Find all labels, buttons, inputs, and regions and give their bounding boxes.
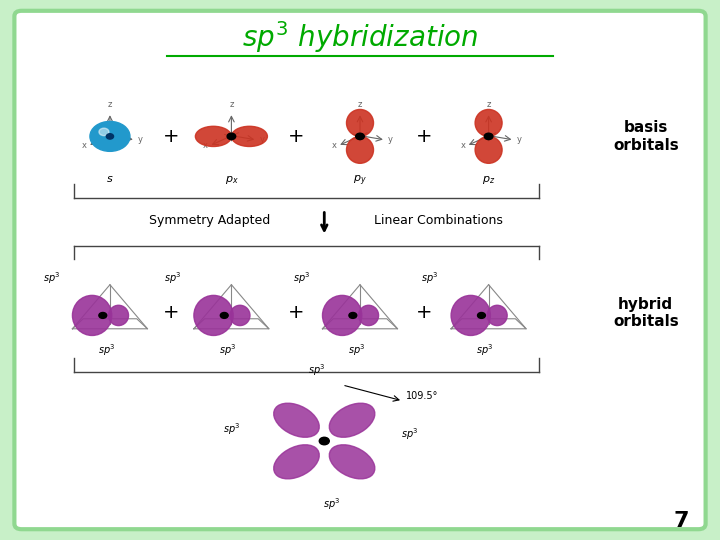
Text: +: +	[163, 127, 179, 146]
Text: z: z	[358, 100, 362, 109]
Circle shape	[477, 313, 485, 319]
Text: $sp^3$: $sp^3$	[98, 343, 115, 359]
Text: y: y	[388, 134, 393, 144]
Text: $p_y$: $p_y$	[353, 173, 367, 187]
Text: $sp^3$: $sp^3$	[222, 421, 240, 437]
Text: y: y	[138, 134, 143, 144]
Ellipse shape	[329, 403, 375, 437]
Ellipse shape	[451, 295, 490, 335]
Circle shape	[227, 133, 235, 140]
Text: basis
orbitals: basis orbitals	[613, 120, 679, 153]
Text: 7: 7	[674, 511, 689, 531]
Text: Linear Combinations: Linear Combinations	[374, 214, 503, 227]
Text: +: +	[416, 127, 433, 146]
Circle shape	[107, 134, 114, 139]
Ellipse shape	[329, 445, 375, 479]
Text: $sp^3$: $sp^3$	[42, 270, 60, 286]
Ellipse shape	[487, 305, 507, 326]
Text: $p_z$: $p_z$	[482, 174, 495, 186]
Text: y: y	[259, 134, 264, 144]
Ellipse shape	[359, 305, 379, 326]
Text: $sp^3$: $sp^3$	[164, 270, 181, 286]
Text: $p_x$: $p_x$	[225, 174, 238, 186]
Ellipse shape	[323, 295, 361, 335]
Text: $sp^3$: $sp^3$	[308, 362, 326, 378]
Text: $sp^3$: $sp^3$	[219, 343, 237, 359]
Circle shape	[99, 128, 109, 136]
Text: +: +	[287, 127, 304, 146]
Circle shape	[90, 122, 130, 151]
Circle shape	[220, 313, 228, 319]
Text: x: x	[82, 141, 86, 151]
Text: $sp^3$: $sp^3$	[323, 496, 340, 512]
Circle shape	[99, 313, 107, 319]
Ellipse shape	[109, 305, 128, 326]
Ellipse shape	[346, 137, 374, 163]
Text: x: x	[203, 141, 208, 151]
Ellipse shape	[231, 126, 267, 146]
Text: x: x	[460, 141, 465, 151]
Text: hybrid
orbitals: hybrid orbitals	[613, 296, 679, 329]
Text: $s$: $s$	[106, 174, 114, 184]
Text: 109.5°: 109.5°	[406, 392, 438, 401]
Text: +: +	[287, 303, 304, 322]
Ellipse shape	[475, 137, 502, 163]
Ellipse shape	[274, 445, 319, 479]
Ellipse shape	[73, 295, 112, 335]
Text: $sp^3$: $sp^3$	[476, 343, 494, 359]
Text: $sp^3$: $sp^3$	[348, 343, 365, 359]
Text: z: z	[108, 100, 112, 109]
Circle shape	[349, 313, 357, 319]
Circle shape	[319, 437, 329, 445]
Text: $sp^3$: $sp^3$	[292, 270, 310, 286]
Text: Symmetry Adapted: Symmetry Adapted	[149, 214, 271, 227]
Ellipse shape	[195, 126, 231, 146]
Text: +: +	[163, 303, 179, 322]
Text: z: z	[487, 100, 491, 109]
Text: y: y	[517, 134, 522, 144]
Circle shape	[356, 133, 364, 140]
Ellipse shape	[194, 295, 233, 335]
Text: $sp^3$: $sp^3$	[421, 270, 438, 286]
Ellipse shape	[475, 110, 502, 137]
Text: $sp^3$: $sp^3$	[401, 427, 419, 442]
Text: z: z	[229, 100, 233, 109]
Text: +: +	[416, 303, 433, 322]
Ellipse shape	[346, 110, 374, 137]
Ellipse shape	[274, 403, 319, 437]
Text: $\it{sp}^3\ hybridization$: $\it{sp}^3\ hybridization$	[242, 19, 478, 56]
Ellipse shape	[230, 305, 250, 326]
Text: x: x	[332, 141, 337, 151]
Circle shape	[485, 133, 493, 140]
